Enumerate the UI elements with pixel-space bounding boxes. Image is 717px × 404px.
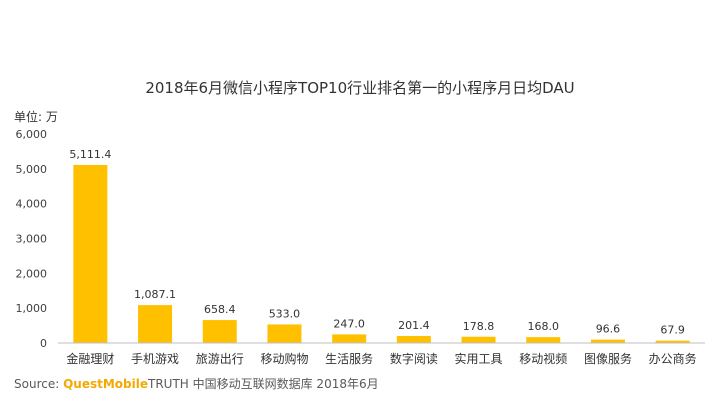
source-prefix: Source: <box>14 377 60 391</box>
bar <box>202 320 237 343</box>
bar <box>461 336 496 343</box>
bar <box>267 324 302 343</box>
bar-value-label: 533.0 <box>269 307 301 320</box>
source-rest: TRUTH 中国移动互联网数据库 2018年6月 <box>148 377 379 391</box>
bar <box>526 337 561 343</box>
source-brand: QuestMobile <box>63 377 148 391</box>
x-tick-label: 办公商务 <box>649 351 697 366</box>
source-note: Source: QuestMobileTRUTH 中国移动互联网数据库 2018… <box>14 375 379 392</box>
y-axis: 0 1,000 2,000 3,000 4,000 5,000 6,000 <box>16 128 48 350</box>
bar-value-label: 67.9 <box>660 324 685 337</box>
y-tick-label: 1,000 <box>16 302 48 315</box>
y-tick-label: 2,000 <box>16 267 48 280</box>
y-tick-label: 6,000 <box>16 128 48 141</box>
bar-value-label: 201.4 <box>398 319 430 332</box>
x-tick-label: 金融理财 <box>66 351 114 366</box>
x-tick-label: 生活服务 <box>325 351 373 366</box>
x-tick-label: 实用工具 <box>455 351 503 366</box>
x-tick-label: 旅游出行 <box>196 352 244 366</box>
x-tick-label: 手机游戏 <box>131 352 179 366</box>
chart-title: 2018年6月微信小程序TOP10行业排名第一的小程序月日均DAU <box>145 79 574 97</box>
bar-value-label: 658.4 <box>204 303 236 316</box>
bar <box>332 334 367 343</box>
x-tick-label: 移动视频 <box>519 351 567 366</box>
bar-value-label: 168.0 <box>528 320 560 333</box>
unit-label: 单位: 万 <box>14 109 58 124</box>
y-tick-label: 0 <box>40 337 47 350</box>
bar <box>73 164 108 343</box>
bar-value-label: 96.6 <box>596 323 621 336</box>
bar-value-label: 1,087.1 <box>134 288 176 301</box>
x-tick-label: 数字阅读 <box>390 351 438 366</box>
bars: 5,111.4 金融理财 1,087.1 手机游戏 658.4 旅游出行 533.0 移动购物… <box>66 148 696 366</box>
bar <box>138 305 173 343</box>
x-tick-label: 图像服务 <box>584 351 632 366</box>
y-tick-label: 5,000 <box>16 163 48 176</box>
bar-value-label: 247.0 <box>333 317 365 330</box>
bar <box>396 335 431 343</box>
bar <box>655 340 690 343</box>
bar <box>590 339 625 343</box>
y-tick-label: 3,000 <box>16 233 48 246</box>
y-tick-label: 4,000 <box>16 198 48 211</box>
bar-value-label: 178.8 <box>463 320 495 333</box>
x-tick-label: 移动购物 <box>260 351 308 366</box>
bar-value-label: 5,111.4 <box>69 148 111 161</box>
